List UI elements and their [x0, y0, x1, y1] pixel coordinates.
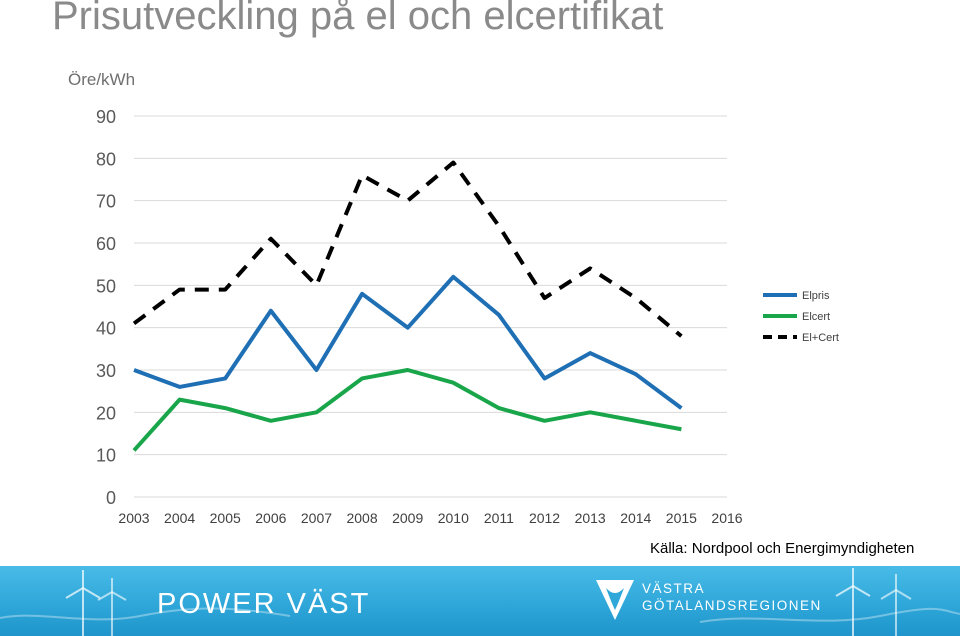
x-tick-label: 2013 [575, 510, 606, 526]
y-tick-label: 60 [96, 234, 116, 254]
x-tick-label: 2003 [118, 510, 149, 526]
x-tick-label: 2006 [255, 510, 286, 526]
wave-decoration [0, 607, 960, 623]
x-tick-label: 2007 [301, 510, 332, 526]
wind-turbine-icon [97, 578, 127, 636]
vastra-gotalandsregionen-logo: VÄSTRA GÖTALANDSREGIONEN [642, 580, 822, 614]
x-tick-label: 2014 [620, 510, 651, 526]
y-tick-label: 40 [96, 319, 116, 339]
wind-turbine-icon [835, 568, 871, 636]
y-tick-label: 50 [96, 276, 116, 296]
series-line-el-cert [132, 160, 683, 338]
y-tick-label: 10 [96, 446, 116, 466]
x-tick-label: 2004 [164, 510, 195, 526]
x-tick-label: 2005 [210, 510, 241, 526]
y-axis-unit-label: Öre/kWh [68, 70, 136, 89]
logo-text-line1: VÄSTRA [642, 581, 706, 596]
x-tick-label: 2008 [346, 510, 377, 526]
x-tick-label: 2010 [438, 510, 469, 526]
y-tick-label: 90 [96, 107, 116, 127]
series-line-elpris [133, 274, 683, 410]
y-tick-label: 70 [96, 192, 116, 212]
x-tick-label: 2012 [529, 510, 560, 526]
chart-title: Prisutveckling på el och elcertifikat [52, 0, 664, 38]
x-tick-label: 2009 [392, 510, 423, 526]
vastra-gotalandsregionen-logo-icon [596, 580, 634, 620]
series-line-elcert [132, 368, 682, 452]
x-tick-label: 2015 [666, 510, 697, 526]
y-tick-label: 30 [96, 361, 116, 381]
y-tick-label: 20 [96, 403, 116, 423]
logo-text-line2: GÖTALANDSREGIONEN [642, 598, 822, 613]
wind-turbine-icon [880, 574, 912, 636]
power-vast-brand: POWER VÄST [157, 588, 371, 620]
y-tick-label: 80 [96, 149, 116, 169]
line-chart: 0 10 20 30 40 50 60 70 80 90 2003 2004 2005 2006 2007 2… [96, 107, 839, 526]
x-tick-label: 2011 [484, 510, 514, 526]
legend-label: Elpris [802, 290, 830, 302]
y-tick-label: 0 [106, 488, 116, 508]
source-note: Källa: Nordpool och Energimyndigheten [650, 540, 915, 557]
legend-label: Elcert [802, 311, 830, 323]
x-tick-label: 2016 [711, 510, 742, 526]
wind-turbine-icon [65, 570, 101, 636]
footer-banner: POWER VÄST VÄSTRA GÖTALANDSREGIONEN [0, 566, 960, 636]
legend-label: El+Cert [802, 332, 839, 344]
